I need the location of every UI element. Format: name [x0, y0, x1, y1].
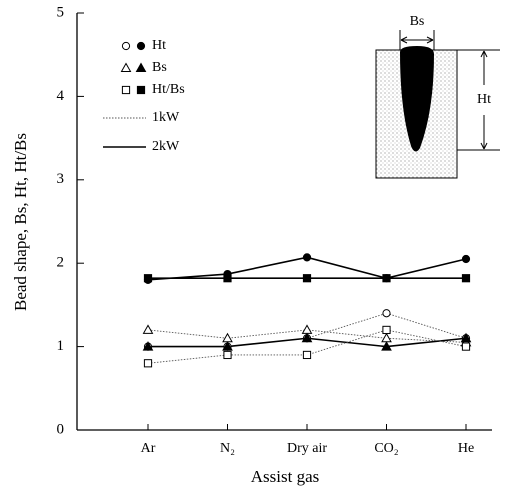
marker — [381, 332, 392, 343]
marker — [301, 332, 313, 343]
marker — [460, 332, 472, 343]
marker — [222, 332, 233, 343]
x-tick-label: He — [458, 441, 474, 456]
legend-label: Ht/Bs — [152, 82, 185, 97]
marker — [223, 350, 232, 360]
y-tick-label: 3 — [57, 171, 65, 187]
legend-marker — [136, 85, 146, 95]
marker — [142, 324, 154, 334]
y-tick-label: 5 — [57, 4, 65, 20]
y-tick-label: 1 — [57, 338, 65, 354]
x-tick-label: Ar — [141, 441, 156, 456]
inset-label: Bs — [410, 14, 425, 29]
marker — [302, 253, 312, 262]
y-tick-label: 0 — [57, 421, 65, 437]
marker — [461, 342, 471, 351]
x-tick-label: N₂ — [220, 441, 235, 456]
height-arrow — [480, 50, 488, 150]
inset-label: Ht — [477, 92, 491, 107]
legend-marker — [121, 41, 131, 51]
x-tick-label: Dry air — [287, 441, 327, 456]
marker — [381, 341, 392, 351]
marker — [142, 341, 154, 351]
y-tick-label: 4 — [57, 88, 65, 104]
legend-label: 1kW — [152, 110, 180, 125]
legend-marker — [135, 62, 147, 72]
legend-label: Ht — [152, 38, 166, 53]
marker — [302, 350, 312, 360]
legend-label: Bs — [152, 60, 167, 75]
y-axis-title: Bead shape, Bs, Ht, Ht/Bs — [11, 133, 30, 311]
marker — [301, 324, 313, 334]
legend-label: 2kW — [152, 139, 180, 154]
marker — [461, 254, 471, 264]
inset-diagram: Bs Ht — [375, 14, 500, 179]
marker — [143, 359, 153, 368]
x-tick-label: CO₂ — [374, 441, 398, 456]
marker — [222, 341, 233, 351]
legend-marker — [136, 41, 146, 51]
x-axis-title: Assist gas — [251, 467, 319, 486]
width-arrow — [400, 36, 434, 44]
bead — [400, 46, 434, 152]
marker — [302, 274, 312, 283]
marker — [382, 325, 391, 335]
marker — [143, 274, 153, 283]
legend-marker — [120, 62, 132, 72]
marker — [382, 309, 391, 318]
y-tick-label: 2 — [57, 255, 65, 271]
marker — [382, 274, 391, 283]
marker — [223, 274, 232, 283]
legend-marker — [121, 85, 131, 95]
marker — [461, 274, 471, 283]
